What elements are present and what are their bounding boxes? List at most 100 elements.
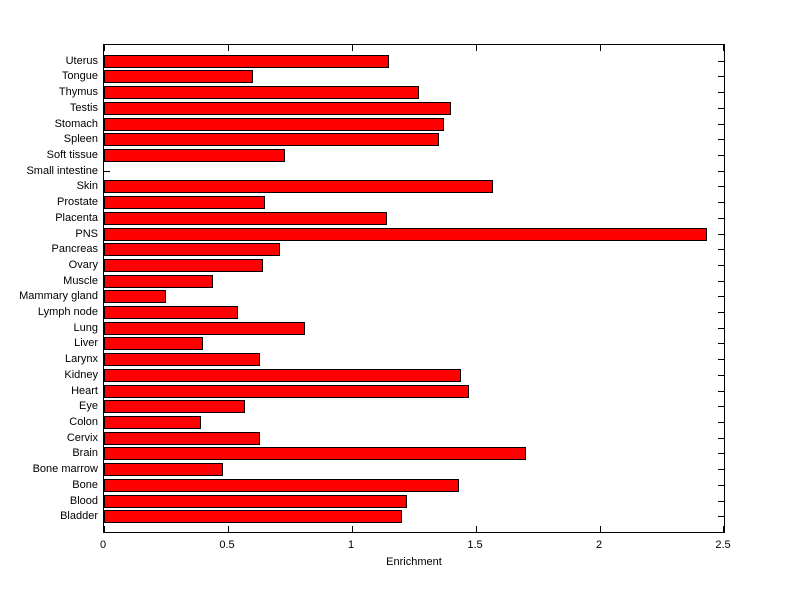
y-tick-label: Lung	[73, 322, 98, 334]
y-tick-label: Brain	[72, 447, 98, 459]
y-tick-label: Skin	[76, 180, 98, 192]
bar-pns	[104, 228, 707, 241]
bar-mammary-gland	[104, 290, 166, 303]
y-tick-label: Kidney	[64, 369, 98, 381]
y-tick-right	[718, 296, 724, 297]
x-tick-label: 2	[595, 539, 603, 551]
y-tick-right	[718, 171, 724, 172]
x-tick-bottom	[104, 526, 105, 532]
x-axis-tick-labels: 0 0.5 1 1.5 2 2.5	[100, 538, 731, 552]
x-tick-label: 1	[347, 539, 355, 551]
y-tick-right	[718, 438, 724, 439]
y-tick-right	[718, 328, 724, 329]
y-tick-right	[718, 92, 724, 93]
x-tick-top	[228, 45, 229, 51]
bar-placenta	[104, 212, 387, 225]
y-tick-label: Blood	[69, 495, 98, 507]
x-axis-title: Enrichment	[386, 556, 442, 568]
y-axis-tick-labels: Uterus Tongue Thymus Testis Stomach Spleen Sof…	[0, 44, 98, 533]
x-tick-bottom	[476, 526, 477, 532]
y-tick-label: Stomach	[54, 118, 98, 130]
x-tick-top	[352, 45, 353, 51]
y-tick-right	[718, 312, 724, 313]
x-tick-top	[104, 45, 105, 51]
x-tick-bottom	[228, 526, 229, 532]
x-tick-bottom	[600, 526, 601, 532]
y-tick-label: Larynx	[64, 353, 98, 365]
bar-pancreas	[104, 243, 280, 256]
y-tick-right	[718, 516, 724, 517]
y-tick-label: Cervix	[66, 432, 98, 444]
bar-bladder	[104, 510, 402, 523]
y-tick-label: Pancreas	[51, 243, 98, 255]
y-tick-label: Soft tissue	[46, 149, 98, 161]
y-tick-label: Colon	[69, 416, 98, 428]
y-tick-right	[718, 485, 724, 486]
bar-lung	[104, 322, 305, 335]
y-tick-label: Prostate	[57, 196, 98, 208]
bar-lymph-node	[104, 306, 238, 319]
y-tick-label: Spleen	[63, 133, 98, 145]
y-tick-right	[718, 375, 724, 376]
y-tick-label: Tongue	[61, 70, 98, 82]
bar-prostate	[104, 196, 265, 209]
y-tick-right	[718, 186, 724, 187]
y-tick-label: Thymus	[58, 86, 98, 98]
bar-colon	[104, 416, 201, 429]
y-tick-right	[718, 343, 724, 344]
bar-thymus	[104, 86, 419, 99]
y-tick-right	[718, 61, 724, 62]
y-tick-right	[718, 359, 724, 360]
y-tick-right	[718, 249, 724, 250]
y-tick-label: Placenta	[55, 212, 98, 224]
y-tick-label: Mammary gland	[19, 290, 98, 302]
y-tick-right	[718, 281, 724, 282]
x-tick-label: 2.5	[715, 539, 731, 551]
y-tick-right	[718, 501, 724, 502]
y-tick-right	[718, 124, 724, 125]
bar-spleen	[104, 133, 439, 146]
bar-soft-tissue	[104, 149, 285, 162]
y-tick-right	[718, 234, 724, 235]
bar-liver	[104, 337, 203, 350]
y-tick-right	[718, 422, 724, 423]
y-tick-right	[718, 76, 724, 77]
y-tick-right	[718, 469, 724, 470]
bar-kidney	[104, 369, 461, 382]
y-tick-label: Muscle	[63, 275, 98, 287]
bar-brain	[104, 447, 526, 460]
y-tick-label: Lymph node	[37, 306, 98, 318]
y-tick-label: Small intestine	[26, 165, 98, 177]
bar-testis	[104, 102, 451, 115]
y-tick-label: Bone	[72, 479, 98, 491]
y-tick-label: Heart	[71, 385, 98, 397]
y-tick-label: Bone marrow	[32, 463, 98, 475]
bar-blood	[104, 495, 407, 508]
x-tick-bottom	[352, 526, 353, 532]
x-tick-label: 0	[99, 539, 107, 551]
y-tick-right	[718, 391, 724, 392]
bar-bone-marrow	[104, 463, 223, 476]
x-tick-bottom	[723, 526, 724, 532]
y-tick-label: PNS	[75, 228, 98, 240]
y-tick-right	[718, 155, 724, 156]
bar-uterus	[104, 55, 389, 68]
bar-tongue	[104, 70, 253, 83]
y-tick-right	[718, 218, 724, 219]
y-tick-right	[718, 265, 724, 266]
x-tick-label: 0.5	[219, 539, 235, 551]
y-tick-label: Liver	[74, 337, 98, 349]
x-tick-top	[600, 45, 601, 51]
y-tick-right	[718, 202, 724, 203]
bar-larynx	[104, 353, 260, 366]
y-tick-label: Ovary	[68, 259, 98, 271]
x-tick-top	[476, 45, 477, 51]
bar-cervix	[104, 432, 260, 445]
bar-ovary	[104, 259, 263, 272]
bar-heart	[104, 385, 469, 398]
x-tick-top	[723, 45, 724, 51]
plot-area	[103, 44, 725, 533]
bar-skin	[104, 180, 493, 193]
y-tick-label: Uterus	[65, 55, 98, 67]
bar-stomach	[104, 118, 444, 131]
